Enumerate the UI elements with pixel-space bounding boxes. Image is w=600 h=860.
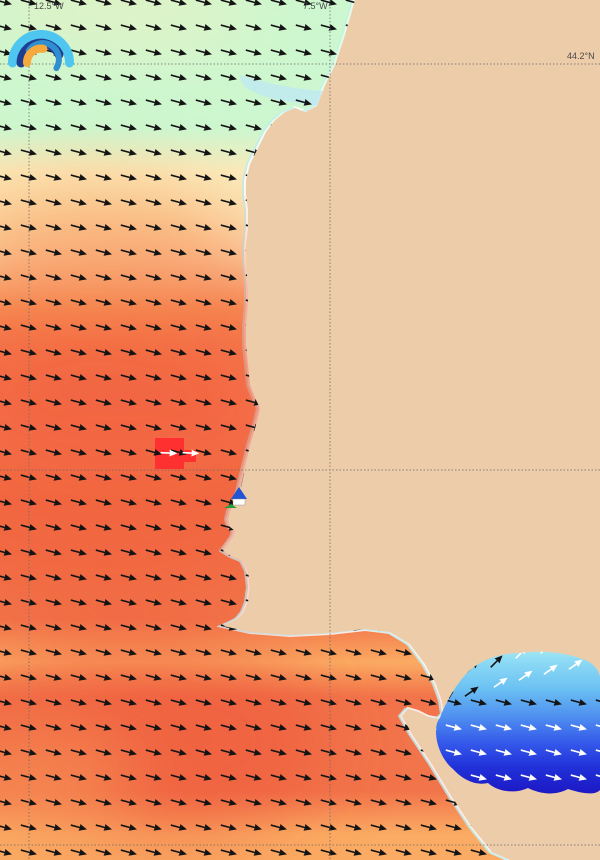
svg-text:44.2°N: 44.2°N (567, 51, 595, 61)
svg-text:7.5°W: 7.5°W (303, 1, 328, 11)
svg-text:12.5°W: 12.5°W (34, 1, 64, 11)
